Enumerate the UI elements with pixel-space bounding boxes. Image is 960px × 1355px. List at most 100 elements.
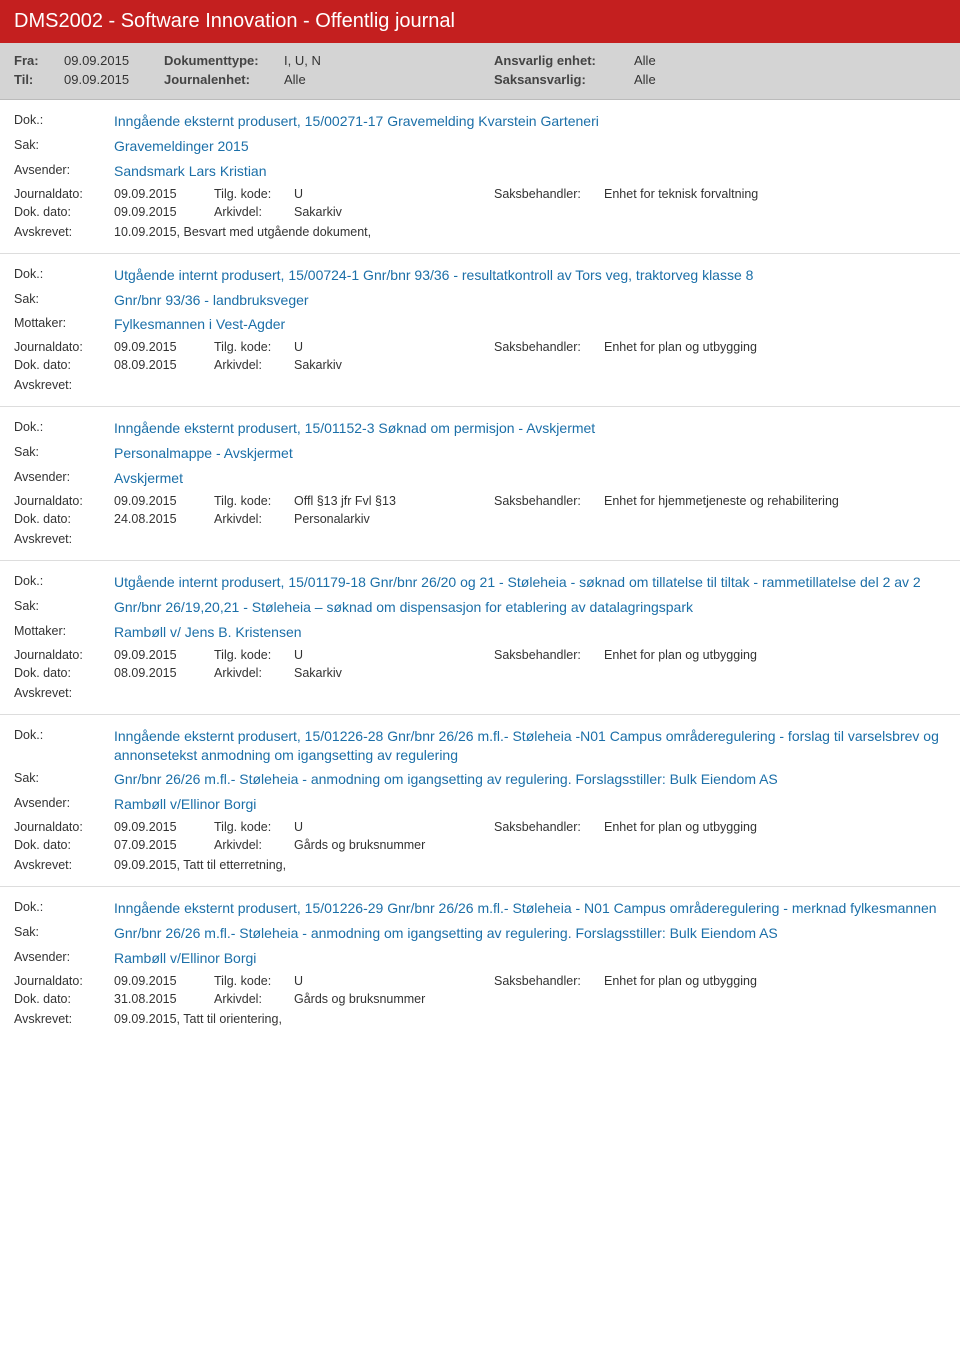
journalenhet-label: Journalenhet: bbox=[164, 72, 284, 87]
dokdato-value: 08.09.2015 bbox=[114, 666, 214, 680]
arkivdel-label: Arkivdel: bbox=[214, 205, 294, 219]
sak-value: Gravemeldinger 2015 bbox=[114, 137, 946, 156]
journal-entry: Dok.: Inngående eksternt produsert, 15/0… bbox=[0, 100, 960, 254]
dok-value: Inngående eksternt produsert, 15/00271-1… bbox=[114, 112, 946, 131]
dokdato-label: Dok. dato: bbox=[14, 992, 114, 1006]
dok-value: Inngående eksternt produsert, 15/01226-2… bbox=[114, 899, 946, 918]
journal-entry: Dok.: Inngående eksternt produsert, 15/0… bbox=[0, 407, 960, 561]
arkivdel-label: Arkivdel: bbox=[214, 512, 294, 526]
arkivdel-label: Arkivdel: bbox=[214, 358, 294, 372]
avskrevet-value: 09.09.2015, Tatt til orientering, bbox=[114, 1012, 946, 1026]
arkivdel-label: Arkivdel: bbox=[214, 666, 294, 680]
dokdato-value: 08.09.2015 bbox=[114, 358, 214, 372]
dokdato-label: Dok. dato: bbox=[14, 358, 114, 372]
dokdato-label: Dok. dato: bbox=[14, 512, 114, 526]
sak-value: Gnr/bnr 93/36 - landbruksveger bbox=[114, 291, 946, 310]
tilgkode-label: Tilg. kode: bbox=[214, 187, 294, 201]
saksbehandler-label: Saksbehandler: bbox=[494, 974, 604, 988]
avskrevet-label: Avskrevet: bbox=[14, 225, 114, 239]
dokdato-value: 09.09.2015 bbox=[114, 205, 214, 219]
saksbehandler-label: Saksbehandler: bbox=[494, 820, 604, 834]
party-value: Sandsmark Lars Kristian bbox=[114, 162, 946, 181]
tilgkode-label: Tilg. kode: bbox=[214, 494, 294, 508]
tilgkode-label: Tilg. kode: bbox=[214, 340, 294, 354]
avskrevet-value bbox=[114, 378, 946, 392]
journal-entry: Dok.: Inngående eksternt produsert, 15/0… bbox=[0, 715, 960, 888]
dok-value: Inngående eksternt produsert, 15/01152-3… bbox=[114, 419, 946, 438]
til-label: Til: bbox=[14, 72, 64, 87]
doktype-label: Dokumenttype: bbox=[164, 53, 284, 68]
avskrevet-value bbox=[114, 532, 946, 546]
saksbehandler-value: Enhet for plan og utbygging bbox=[604, 974, 946, 988]
filter-row-1: Fra: 09.09.2015 Dokumenttype: I, U, N An… bbox=[14, 53, 946, 68]
tilgkode-label: Tilg. kode: bbox=[214, 974, 294, 988]
party-value: Rambøll v/Ellinor Borgi bbox=[114, 949, 946, 968]
party-value: Avskjermet bbox=[114, 469, 946, 488]
ansvarlig-value: Alle bbox=[634, 53, 946, 68]
dokdato-value: 31.08.2015 bbox=[114, 992, 214, 1006]
dok-label: Dok.: bbox=[14, 727, 114, 765]
sak-value: Gnr/bnr 26/19,20,21 - Støleheia – søknad… bbox=[114, 598, 946, 617]
filter-row-2: Til: 09.09.2015 Journalenhet: Alle Saksa… bbox=[14, 72, 946, 87]
saksbehandler-label: Saksbehandler: bbox=[494, 648, 604, 662]
avskrevet-label: Avskrevet: bbox=[14, 1012, 114, 1026]
dok-label: Dok.: bbox=[14, 266, 114, 285]
arkivdel-value: Sakarkiv bbox=[294, 205, 494, 219]
sak-label: Sak: bbox=[14, 770, 114, 789]
sak-label: Sak: bbox=[14, 924, 114, 943]
arkivdel-value: Sakarkiv bbox=[294, 666, 494, 680]
saksbehandler-label: Saksbehandler: bbox=[494, 187, 604, 201]
dokdato-value: 24.08.2015 bbox=[114, 512, 214, 526]
saksbehandler-value: Enhet for plan og utbygging bbox=[604, 820, 946, 834]
avskrevet-value: 09.09.2015, Tatt til etterretning, bbox=[114, 858, 946, 872]
avskrevet-value bbox=[114, 686, 946, 700]
dok-label: Dok.: bbox=[14, 899, 114, 918]
sak-label: Sak: bbox=[14, 598, 114, 617]
sak-label: Sak: bbox=[14, 444, 114, 463]
sak-value: Gnr/bnr 26/26 m.fl.- Støleheia - anmodni… bbox=[114, 770, 946, 789]
tilgkode-value: U bbox=[294, 187, 494, 201]
party-value: Rambøll v/ Jens B. Kristensen bbox=[114, 623, 946, 642]
saksansvarlig-label: Saksansvarlig: bbox=[494, 72, 634, 87]
sak-value: Personalmappe - Avskjermet bbox=[114, 444, 946, 463]
tilgkode-label: Tilg. kode: bbox=[214, 648, 294, 662]
filter-header: Fra: 09.09.2015 Dokumenttype: I, U, N An… bbox=[0, 43, 960, 100]
dokdato-label: Dok. dato: bbox=[14, 838, 114, 852]
dokdato-label: Dok. dato: bbox=[14, 205, 114, 219]
journaldato-value: 09.09.2015 bbox=[114, 187, 214, 201]
tilgkode-value: U bbox=[294, 974, 494, 988]
tilgkode-value: U bbox=[294, 648, 494, 662]
sak-label: Sak: bbox=[14, 137, 114, 156]
journal-entry: Dok.: Utgående internt produsert, 15/011… bbox=[0, 561, 960, 715]
journaldato-value: 09.09.2015 bbox=[114, 648, 214, 662]
journaldato-value: 09.09.2015 bbox=[114, 340, 214, 354]
til-value: 09.09.2015 bbox=[64, 72, 164, 87]
party-label: Mottaker: bbox=[14, 315, 114, 334]
fra-label: Fra: bbox=[14, 53, 64, 68]
journaldato-label: Journaldato: bbox=[14, 820, 114, 834]
journaldato-value: 09.09.2015 bbox=[114, 974, 214, 988]
page-title: DMS2002 - Software Innovation - Offentli… bbox=[0, 0, 960, 43]
doktype-value: I, U, N bbox=[284, 53, 494, 68]
journaldato-value: 09.09.2015 bbox=[114, 820, 214, 834]
arkivdel-label: Arkivdel: bbox=[214, 838, 294, 852]
tilgkode-label: Tilg. kode: bbox=[214, 820, 294, 834]
tilgkode-value: U bbox=[294, 820, 494, 834]
dok-label: Dok.: bbox=[14, 573, 114, 592]
arkivdel-value: Gårds og bruksnummer bbox=[294, 838, 494, 852]
tilgkode-value: U bbox=[294, 340, 494, 354]
dok-label: Dok.: bbox=[14, 419, 114, 438]
party-label: Avsender: bbox=[14, 949, 114, 968]
arkivdel-value: Sakarkiv bbox=[294, 358, 494, 372]
dok-value: Utgående internt produsert, 15/00724-1 G… bbox=[114, 266, 946, 285]
avskrevet-label: Avskrevet: bbox=[14, 532, 114, 546]
avskrevet-label: Avskrevet: bbox=[14, 686, 114, 700]
saksbehandler-value: Enhet for plan og utbygging bbox=[604, 340, 946, 354]
party-label: Avsender: bbox=[14, 469, 114, 488]
party-label: Avsender: bbox=[14, 795, 114, 814]
journaldato-label: Journaldato: bbox=[14, 494, 114, 508]
saksbehandler-value: Enhet for teknisk forvaltning bbox=[604, 187, 946, 201]
dok-label: Dok.: bbox=[14, 112, 114, 131]
journaldato-label: Journaldato: bbox=[14, 187, 114, 201]
avskrevet-label: Avskrevet: bbox=[14, 858, 114, 872]
